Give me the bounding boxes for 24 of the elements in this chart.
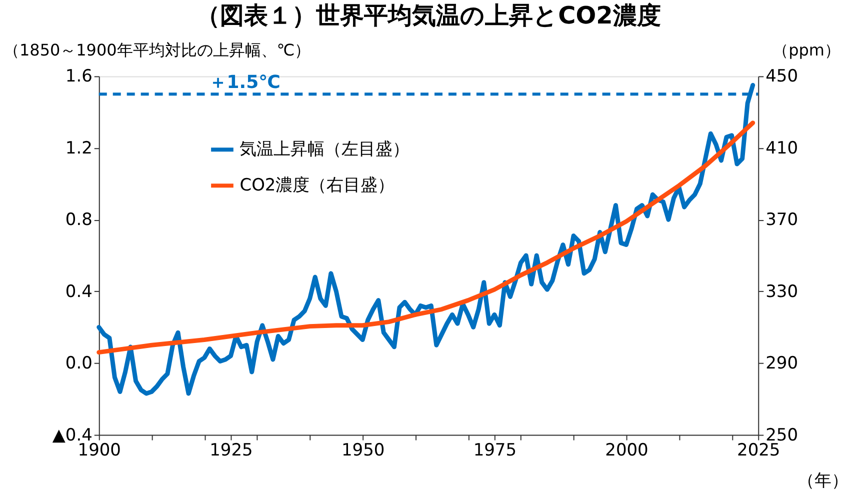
x-tick-label: 1975 <box>473 440 517 460</box>
y-tick-label: 1.2 <box>65 138 92 158</box>
legend-label: CO2濃度（右目盛） <box>240 176 395 196</box>
y-tick-label: 0.0 <box>65 354 92 374</box>
line-series <box>96 120 756 355</box>
y-tick-label: 0.4 <box>65 282 92 302</box>
x-tick-label: 2000 <box>605 440 648 460</box>
y2-tick-label: 290 <box>766 354 798 374</box>
ref-line-label: ＋1.5℃ <box>208 72 280 94</box>
x-tick-label: 1925 <box>210 440 253 460</box>
y2-tick-label: 330 <box>766 282 798 302</box>
y-tick-label: 1.6 <box>65 66 92 87</box>
legend-label: 気温上昇幅（左目盛） <box>240 140 410 160</box>
y2-tick-label: 370 <box>766 210 798 230</box>
chart-title: （図表１）世界平均気温の上昇とCO2濃度 <box>196 1 661 30</box>
y-axis-title: （1850～1900年平均対比の上昇幅、℃） <box>3 40 311 60</box>
y2-tick-label: 450 <box>766 66 798 87</box>
x-axis-title: （年） <box>798 471 849 492</box>
x-tick-label: 2025 <box>737 440 780 460</box>
y2-tick-label: 410 <box>766 138 798 158</box>
x-tick-label: 1950 <box>341 440 385 460</box>
x-tick-label: 1900 <box>78 440 121 460</box>
y-tick-label: 0.8 <box>65 210 92 230</box>
y2-axis-title: （ppm） <box>772 40 840 60</box>
